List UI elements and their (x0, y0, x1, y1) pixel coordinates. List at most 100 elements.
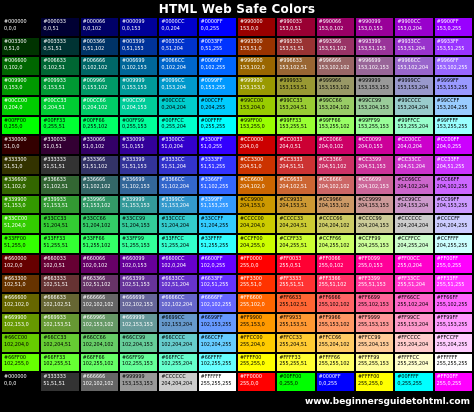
color-swatch: #FF0000 255,0,0 (237, 373, 276, 391)
swatch-hex-label: #6633CC (161, 275, 185, 282)
color-swatch: #66FFCC 102,255,204 (159, 353, 197, 372)
swatch-rgb-label: 0,255,204 (161, 124, 187, 131)
swatch-hex-label: #669900 (4, 315, 27, 322)
swatch-hex-label: #006666 (82, 58, 106, 65)
swatch-hex-label: #006633 (43, 58, 66, 65)
swatch-hex-label: #99CC33 (279, 97, 303, 104)
color-swatch: #FF6666 255,102,102 (316, 294, 354, 313)
swatch-hex-label: #FF3366 (318, 275, 341, 282)
color-swatch: #00FFCC 0,255,204 (159, 116, 197, 135)
color-swatch: #CC0000 204,0,0 (237, 136, 276, 155)
swatch-rgb-label: 153,102,51 (279, 65, 308, 72)
color-swatch: #CCFF33 204,255,51 (277, 235, 315, 253)
swatch-rgb-label: 153,0,0 (239, 25, 259, 32)
swatch-rgb-label: 51,102,0 (4, 183, 26, 190)
swatch-hex-label: #CCFF66 (318, 236, 342, 243)
swatch-rgb-label: 153,51,153 (357, 45, 386, 52)
color-swatch: #FFCCCC 255,204,204 (395, 333, 433, 352)
color-swatch: #0066FF 0,102,255 (198, 57, 236, 76)
swatch-hex-label: #FF0033 (279, 255, 302, 262)
swatch-hex-label: #FF00CC (397, 255, 420, 262)
color-swatch: #CCCC33 204,204,51 (277, 215, 315, 234)
swatch-rgb-label: 0,51,0 (4, 45, 20, 52)
swatch-hex-label: #00CC00 (4, 97, 28, 104)
swatch-rgb-label: 0,153,204 (161, 85, 187, 91)
swatch-hex-label: #FF6600 (239, 295, 262, 302)
swatch-hex-label: #009933 (43, 78, 66, 85)
swatch-rgb-label: 102,255,51 (43, 361, 72, 368)
swatch-rgb-label: 153,255,153 (357, 124, 389, 131)
swatch-rgb-label: 204,0,153 (357, 144, 383, 151)
swatch-rgb-label: 51,153,51 (43, 203, 69, 210)
swatch-hex-label: #FFFF00 (239, 354, 262, 361)
swatch-hex-label: #336633 (43, 176, 66, 183)
swatch-hex-label: #CC0033 (279, 137, 303, 144)
swatch-rgb-label: 102,51,0 (4, 282, 26, 289)
color-swatch: #660066 102,0,102 (80, 254, 118, 273)
color-swatch: #0099CC 0,153,204 (159, 77, 197, 95)
swatch-hex-label: #6666CC (161, 295, 185, 302)
swatch-hex-label: #9933CC (397, 38, 421, 45)
color-swatch: #339900 51,153,0 (2, 195, 40, 214)
swatch-hex-label: #FF9966 (318, 315, 341, 322)
swatch-hex-label: #9900FF (436, 19, 459, 25)
color-swatch: #663399 102,51,153 (119, 274, 158, 293)
swatch-hex-label: #999999 (357, 78, 381, 85)
swatch-hex-label: #669999 (121, 315, 145, 322)
swatch-hex-label: #00FFCC (161, 117, 184, 124)
swatch-rgb-label: 51,0,51 (43, 144, 62, 151)
color-swatch: #339933 51,153,51 (41, 195, 79, 214)
swatch-rgb-label: 102,255,102 (82, 361, 114, 368)
color-swatch: #9999FF 153,153,255 (434, 77, 472, 95)
swatch-hex-label: #0066FF (200, 58, 223, 65)
swatch-hex-label: #339900 (4, 196, 27, 203)
swatch-hex-label: #99CC66 (318, 97, 342, 104)
color-swatch: #CCFFCC 204,255,204 (395, 235, 433, 253)
color-swatch: #CC99FF 204,153,255 (434, 195, 472, 214)
swatch-hex-label: #00CC33 (43, 97, 67, 104)
swatch-rgb-label: 204,255,255 (436, 242, 468, 249)
color-swatch: #FF3333 255,51,51 (277, 274, 315, 293)
color-swatch: #996600 153,102,0 (237, 57, 276, 76)
swatch-rgb-label: 102,0,51 (43, 262, 65, 269)
swatch-hex-label: #CCFFFF (436, 236, 459, 243)
swatch-hex-label: #66CC33 (43, 334, 67, 341)
swatch-rgb-label: 204,153,51 (279, 203, 308, 210)
color-swatch: #FF33FF 255,51,255 (434, 274, 472, 293)
swatch-hex-label: #330066 (82, 137, 106, 144)
color-swatch: #CCFF99 204,255,153 (355, 235, 394, 253)
swatch-rgb-label: 51,204,51 (43, 223, 69, 230)
swatch-hex-label: #FF0000 (239, 255, 262, 262)
swatch-rgb-label: 255,204,51 (279, 341, 308, 348)
swatch-rgb-label: 102,204,255 (200, 341, 232, 348)
swatch-rgb-label: 51,51,255 (200, 163, 226, 170)
color-swatch: #FFFF99 255,255,153 (355, 353, 394, 372)
swatch-rgb-label: 255,0,102 (318, 262, 344, 269)
color-swatch: #006633 0,102,51 (41, 57, 79, 76)
swatch-hex-label: #000000 (4, 374, 27, 381)
color-swatch: #9966FF 153,102,255 (434, 57, 472, 76)
swatch-hex-label: #66CCCC (161, 334, 186, 341)
swatch-rgb-label: 102,204,153 (121, 341, 153, 348)
swatch-hex-label: #CC00FF (436, 137, 460, 144)
color-swatch: #003366 0,51,102 (80, 37, 118, 56)
swatch-hex-label: #0033CC (161, 38, 185, 45)
swatch-hex-label: #330033 (43, 137, 66, 144)
swatch-hex-label: #3300FF (200, 137, 223, 144)
color-swatch: #666666 102,102,102 (80, 373, 118, 391)
swatch-rgb-label: 51,255,204 (161, 242, 190, 249)
swatch-hex-label: #33CC66 (82, 216, 106, 223)
swatch-hex-label: #00CCFF (200, 97, 224, 104)
swatch-rgb-label: 0,0,153 (121, 25, 141, 32)
swatch-hex-label: #FF99CC (397, 315, 420, 322)
swatch-rgb-label: 153,204,204 (397, 104, 429, 111)
swatch-hex-label: #339933 (43, 196, 66, 203)
swatch-hex-label: #333300 (4, 157, 27, 164)
color-swatch: #6699FF 102,153,255 (198, 314, 236, 332)
color-swatch: #339966 51,153,102 (80, 195, 118, 214)
swatch-hex-label: #CC6600 (239, 176, 264, 183)
color-swatch: #FF99FF 255,153,255 (434, 314, 472, 332)
color-swatch: #CC6633 204,102,51 (277, 175, 315, 194)
swatch-rgb-label: 255,0,255 (436, 381, 462, 388)
swatch-hex-label: #3300CC (161, 137, 185, 144)
